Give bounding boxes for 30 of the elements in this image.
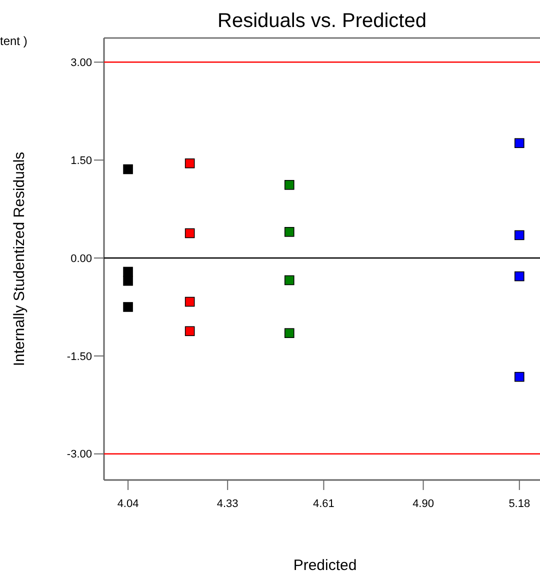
point: [184, 296, 195, 307]
y-tick-label: 0.00: [70, 252, 92, 265]
point: [184, 228, 195, 238]
y-tick-label: -3.00: [66, 448, 92, 461]
point: [514, 372, 524, 382]
point: [284, 328, 294, 338]
y-axis-title: Internally Studentized Residuals: [11, 152, 28, 366]
point: [184, 158, 195, 168]
point: [284, 227, 294, 237]
x-tick-label: 4.33: [216, 498, 238, 510]
point: [514, 230, 524, 240]
x-tick-label: 4.04: [117, 498, 139, 510]
point: [123, 164, 133, 174]
text: tent ): [0, 34, 28, 48]
point: [184, 326, 195, 336]
x-tick-label: 4.90: [412, 498, 434, 510]
point: [123, 276, 133, 286]
x-tick-label: 4.61: [313, 498, 334, 510]
point: [123, 302, 133, 312]
point: [123, 266, 133, 277]
point: [284, 180, 294, 190]
point: [514, 138, 524, 148]
y-tick-label: -1.50: [66, 350, 92, 363]
point: [514, 271, 524, 282]
x-axis-title: Predicted: [293, 557, 357, 574]
point: [284, 275, 294, 286]
chart-title: Residuals vs. Predicted: [218, 10, 426, 32]
y-tick-label: 1.50: [70, 154, 92, 167]
y-tick-label: 3.00: [70, 57, 92, 70]
x-tick-label: 5.18: [508, 498, 530, 510]
